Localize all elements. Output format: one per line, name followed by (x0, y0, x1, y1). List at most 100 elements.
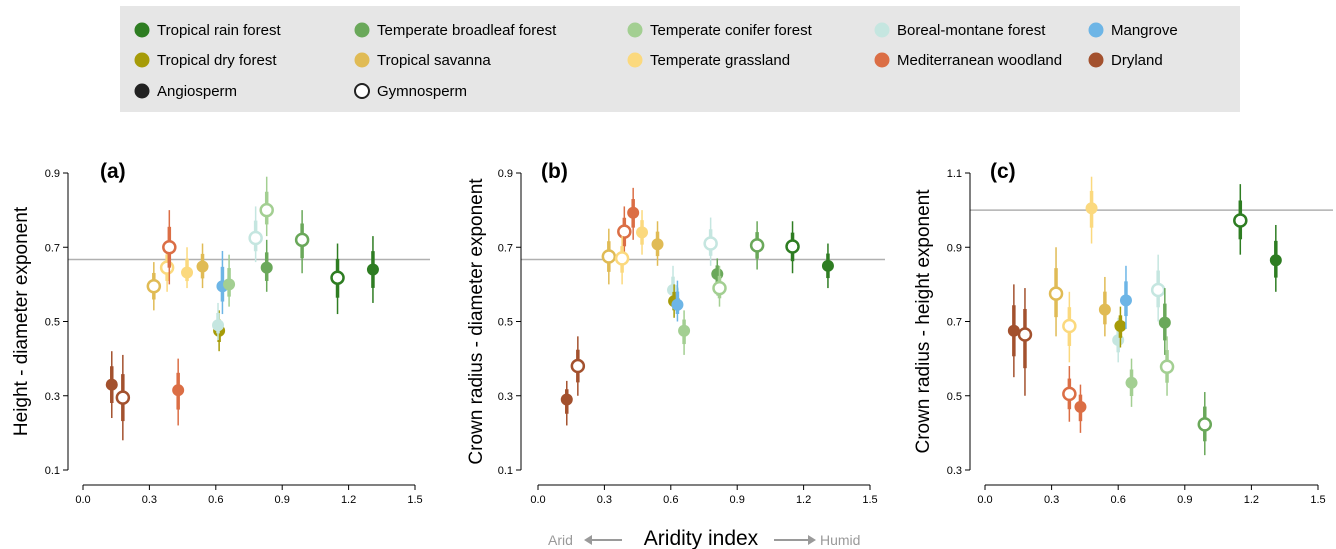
data-point (678, 324, 691, 337)
data-point (1074, 400, 1087, 413)
data-point (601, 249, 617, 264)
data-point (196, 260, 209, 273)
x-tick-label: 1.2 (1244, 494, 1259, 506)
legend-marker-tropical-rain-forest (134, 22, 150, 38)
x-tick-label: 1.5 (407, 494, 422, 506)
legend-marker-mangrove (1088, 22, 1104, 38)
data-point (1114, 319, 1127, 332)
x-tick-label: 1.5 (862, 494, 877, 506)
panel-label: (a) (100, 160, 126, 183)
data-point (636, 226, 649, 239)
panel-label: (c) (990, 160, 1016, 183)
x-tick-label: 0.6 (1111, 494, 1126, 506)
legend-label: Temperate grassland (650, 52, 790, 69)
y-tick-label: 1.1 (947, 168, 962, 180)
panel-b: 0.1 0.3 0.5 0.7 0.9 0.0 0.3 0.6 0.9 1.2 1.5 Crown r… (466, 160, 885, 506)
data-point (1197, 417, 1213, 432)
data-point (1007, 324, 1020, 337)
arrow-left-icon (584, 535, 622, 545)
x-tick-label: 0.3 (142, 494, 157, 506)
y-tick-label: 0.9 (947, 242, 962, 254)
data-point (627, 206, 640, 219)
data-point (1098, 303, 1111, 316)
legend-layer: Tropical rain forest Temperate broadleaf … (134, 22, 1178, 100)
x-tick-label: 0.0 (530, 494, 545, 506)
data-point (651, 238, 664, 251)
data-point (617, 224, 632, 239)
data-point (162, 240, 177, 255)
data-point (1119, 294, 1132, 307)
x-tick-label: 0.3 (597, 494, 612, 506)
arrow-right-icon (774, 535, 816, 545)
data-point (821, 259, 834, 272)
y-tick-label: 0.7 (45, 242, 60, 254)
data-point (614, 251, 630, 266)
data-point (1062, 318, 1077, 334)
data-point (159, 260, 175, 275)
data-point (294, 232, 310, 248)
data-point (115, 390, 131, 405)
panel-a: 0.1 0.3 0.5 0.7 0.9 0.0 0.3 0.6 0.9 1.2 1.5 Height … (11, 160, 430, 506)
legend-label: Temperate conifer forest (650, 22, 813, 39)
data-point (248, 230, 263, 246)
legend-marker-tropical-dry-forest (134, 52, 150, 68)
legend-label: Temperate broadleaf forest (377, 22, 557, 39)
data-point (212, 319, 225, 332)
y-tick-label: 0.7 (947, 317, 962, 329)
y-axis-title: Crown radius - height exponent (913, 189, 934, 454)
legend-marker-angiosperm (134, 83, 150, 99)
data-point (1048, 286, 1064, 301)
legend-label: Tropical rain forest (157, 22, 281, 39)
legend-marker-mediterranean-woodland (874, 52, 890, 68)
data-point (1125, 376, 1138, 389)
data-point (1150, 282, 1166, 298)
data-point (259, 202, 274, 218)
x-axis-left-note: Arid (548, 532, 573, 548)
data-point (1269, 254, 1282, 267)
x-axis-right-note: Humid (820, 532, 860, 548)
data-point (146, 278, 162, 294)
data-point (181, 266, 194, 279)
panel-c: 0.3 0.5 0.7 0.9 1.1 0.0 0.3 0.6 0.9 1.2 1.5 Crown r… (913, 160, 1333, 506)
data-point (260, 261, 273, 274)
legend-marker-boreal-montane-forest (874, 22, 890, 38)
data-point (570, 358, 586, 374)
y-tick-label: 0.9 (45, 168, 60, 180)
data-point (105, 378, 118, 391)
data-point (366, 263, 379, 276)
data-point (749, 238, 765, 253)
legend-label: Mangrove (1111, 22, 1178, 39)
legend-marker-dryland (1088, 52, 1104, 68)
y-tick-label: 0.1 (498, 465, 513, 477)
data-point (712, 280, 727, 296)
x-tick-label: 1.2 (796, 494, 811, 506)
data-point (1233, 213, 1248, 228)
x-tick-label: 0.6 (208, 494, 223, 506)
data-point (172, 384, 185, 397)
data-point (1085, 202, 1098, 215)
panel-label: (b) (541, 160, 568, 183)
x-tick-label: 0.9 (730, 494, 745, 506)
x-tick-label: 0.6 (663, 494, 678, 506)
x-tick-label: 0.9 (1177, 494, 1192, 506)
y-tick-label: 0.1 (45, 465, 60, 477)
data-point (671, 298, 684, 311)
legend-panel (120, 6, 1240, 112)
x-tick-label: 0.9 (275, 494, 290, 506)
y-tick-label: 0.3 (947, 465, 962, 477)
legend-marker-temperate-conifer-forest (627, 22, 643, 38)
data-point (703, 236, 718, 251)
x-tick-label: 1.2 (341, 494, 356, 506)
legend-label: Tropical dry forest (157, 52, 277, 69)
legend-marker-gymnosperm (354, 83, 370, 99)
data-point (1017, 327, 1033, 342)
x-tick-label: 0.0 (977, 494, 992, 506)
x-tick-label: 1.5 (1310, 494, 1325, 506)
y-tick-label: 0.3 (45, 391, 60, 403)
legend-label: Gymnosperm (377, 83, 467, 100)
data-point (1159, 359, 1175, 375)
legend-marker-temperate-broadleaf-forest (354, 22, 370, 38)
legend-marker-temperate-grassland (627, 52, 643, 68)
data-point (785, 239, 800, 254)
data-point (1158, 316, 1171, 329)
